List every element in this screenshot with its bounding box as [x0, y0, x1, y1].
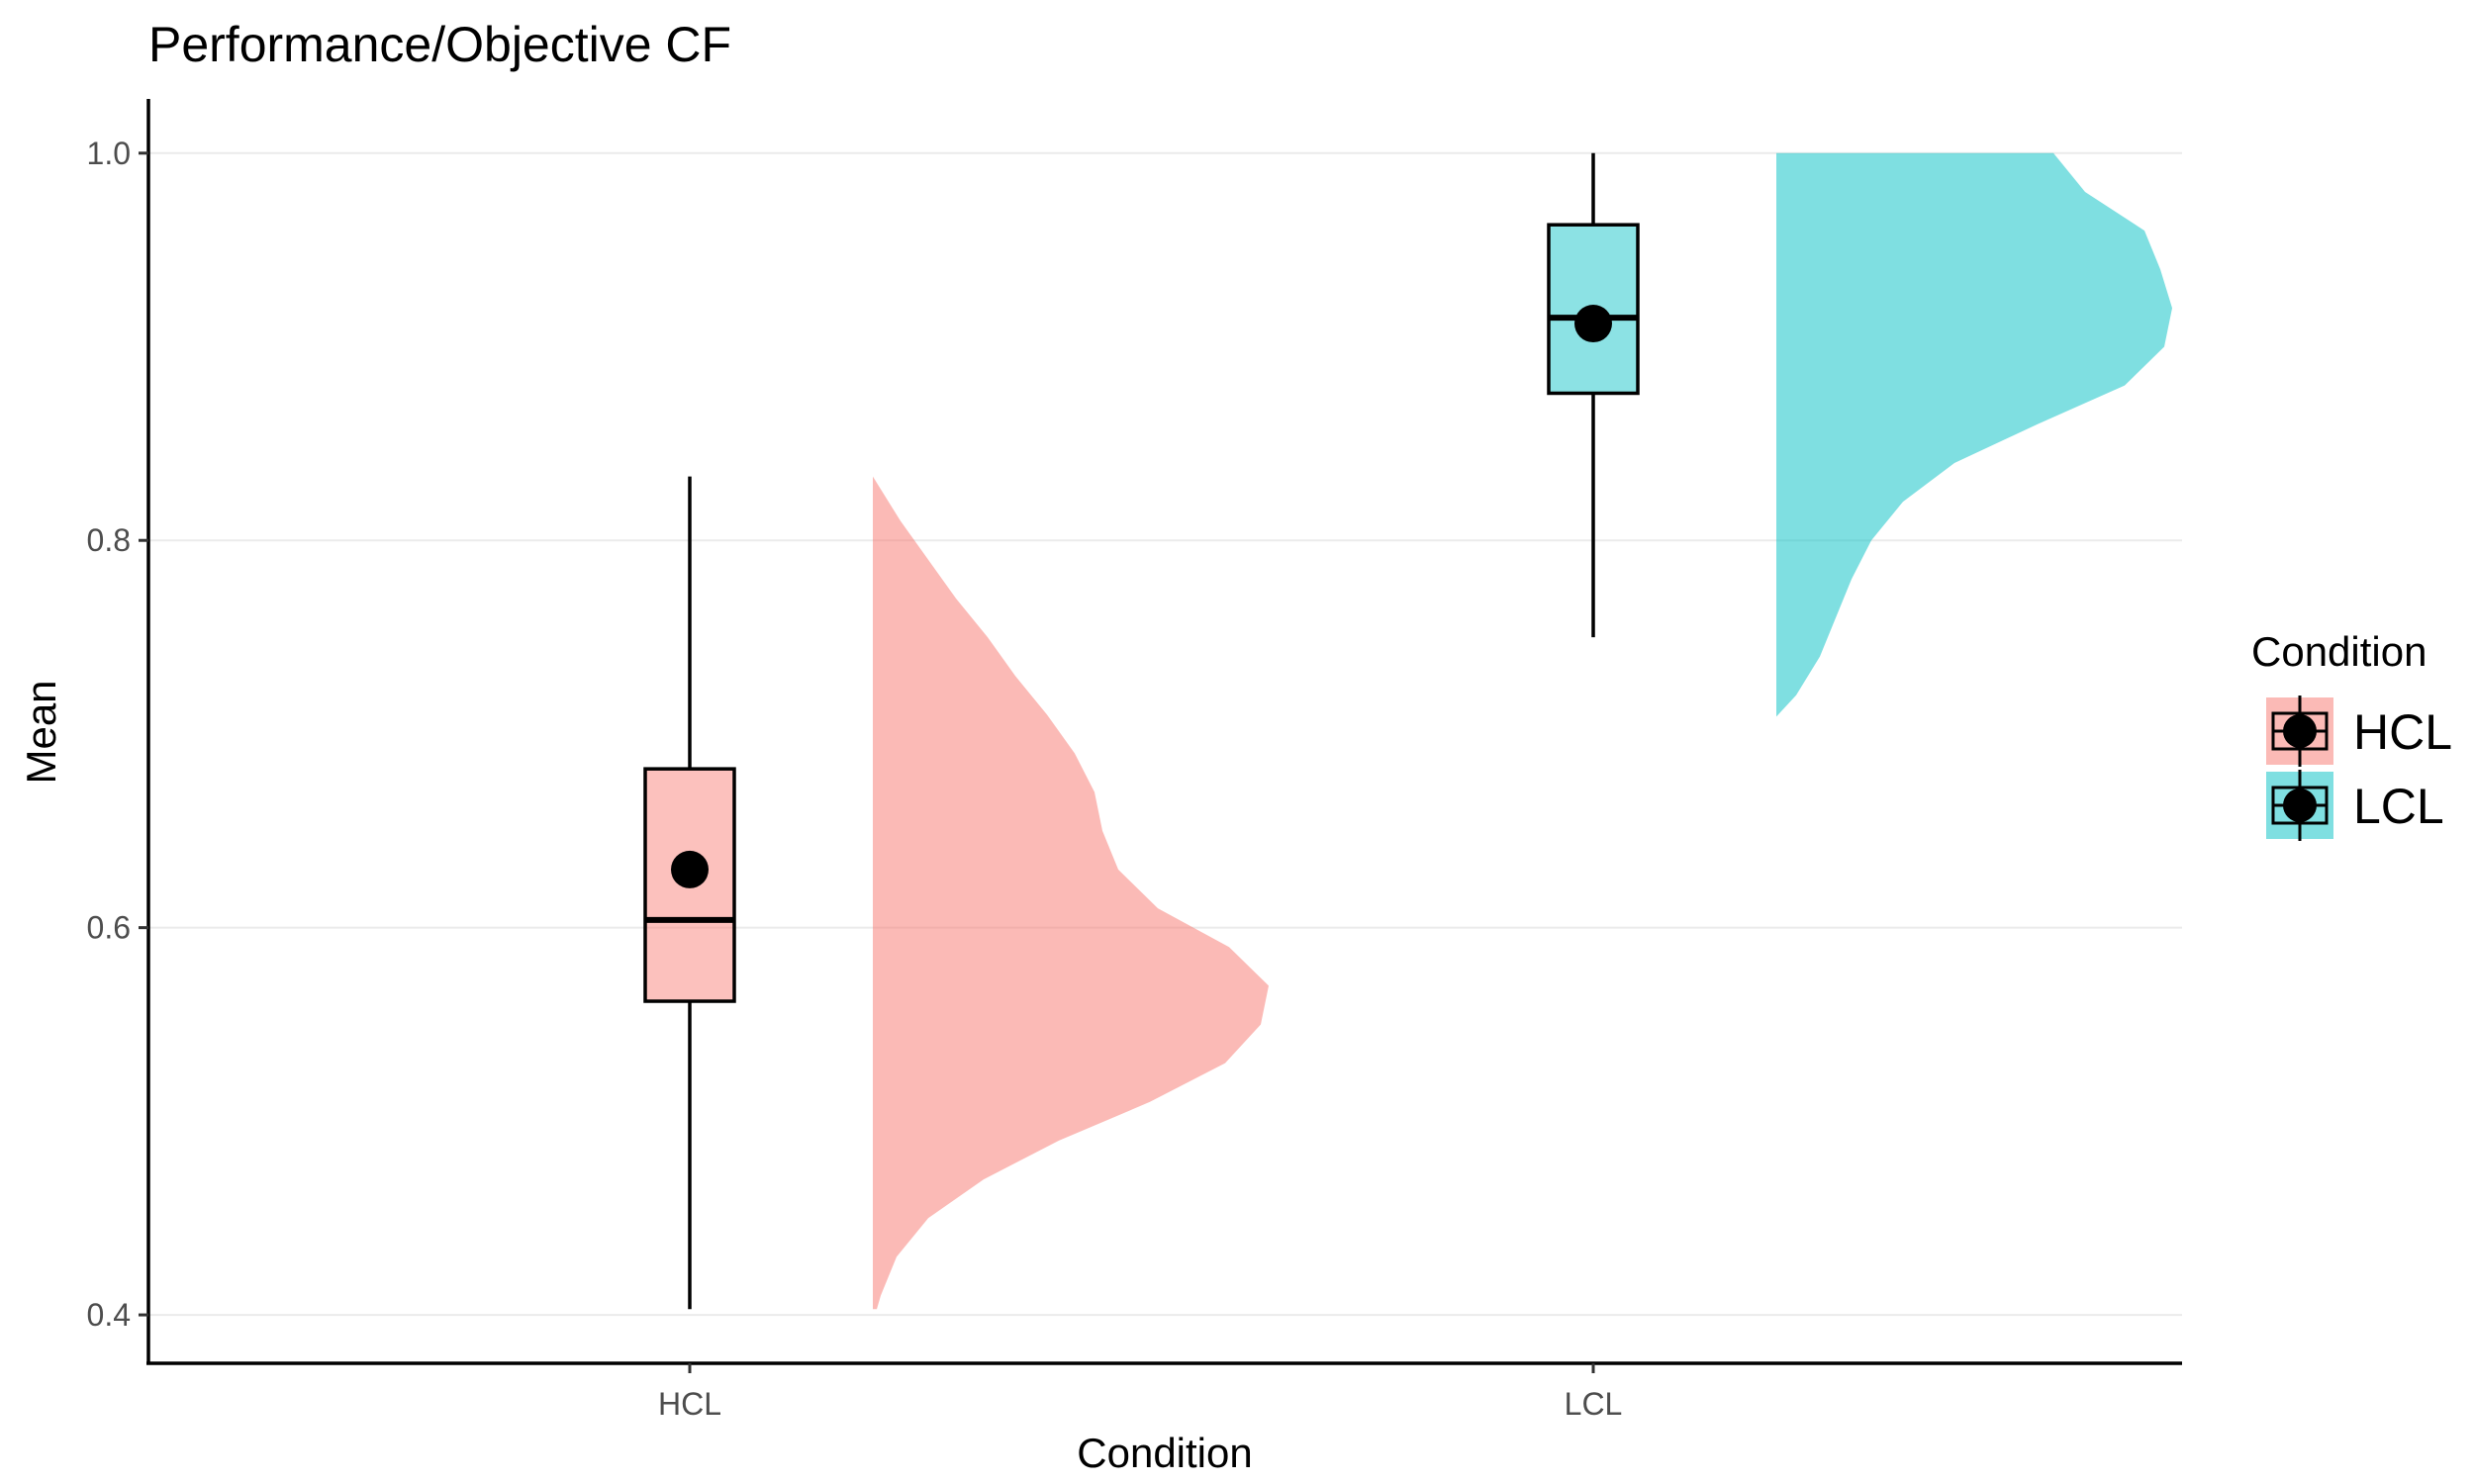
- density-cloud-hcl: [873, 476, 1269, 1310]
- density-clouds: [873, 152, 2172, 1310]
- legend-key-point: [2283, 714, 2317, 748]
- y-axis-title: Mean: [18, 680, 64, 784]
- x-tick-label: LCL: [1565, 1386, 1623, 1422]
- box-hcl: [643, 767, 736, 1003]
- legend: Condition HCL LCL: [2251, 628, 2452, 841]
- y-tick-label: 0.4: [87, 1297, 131, 1333]
- x-tick-label: HCL: [658, 1386, 721, 1422]
- x-axis-title: Condition: [1077, 1430, 1252, 1476]
- y-tick-label: 1.0: [87, 136, 131, 171]
- y-axis-ticks: 0.4 0.6 0.8 1.0: [87, 136, 148, 1333]
- mean-point-hcl: [671, 850, 709, 888]
- y-tick-label: 0.8: [87, 522, 131, 558]
- legend-title: Condition: [2251, 628, 2426, 675]
- mean-point-lcl: [1574, 305, 1612, 343]
- x-axis-ticks: HCL LCL: [658, 1363, 1622, 1422]
- y-tick-label: 0.6: [87, 910, 131, 946]
- legend-item-hcl: HCL: [2266, 696, 2452, 767]
- boxplots: [643, 152, 1640, 1310]
- legend-label-hcl: HCL: [2353, 704, 2452, 760]
- density-cloud-lcl: [1776, 152, 2172, 717]
- legend-key-point: [2283, 788, 2317, 822]
- chart-title: Performance/Objective CF: [148, 17, 731, 72]
- legend-label-lcl: LCL: [2353, 779, 2444, 834]
- legend-item-lcl: LCL: [2266, 770, 2444, 841]
